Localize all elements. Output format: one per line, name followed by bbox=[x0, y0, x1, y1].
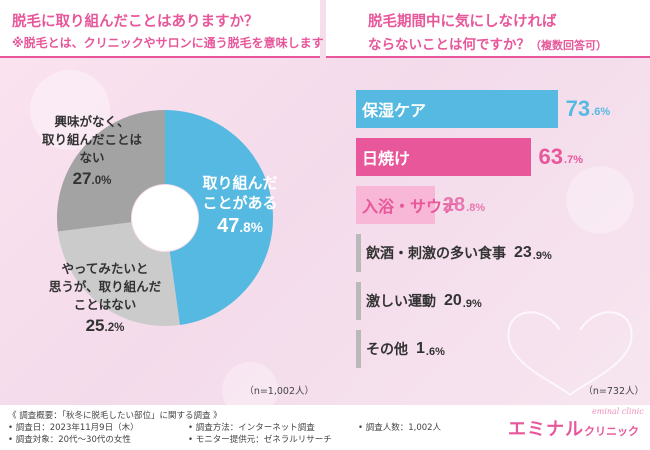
survey-method: • 調査方法：インターネット調査 bbox=[188, 423, 315, 433]
slice-not-interested bbox=[56, 110, 165, 232]
right-sample-size: （n=732人） bbox=[583, 386, 644, 397]
bar-value: 73.6% bbox=[565, 96, 611, 121]
brand-script-logo: eminal clinic bbox=[592, 407, 644, 416]
slice-label-line: ことがある bbox=[202, 194, 277, 212]
slice-interested bbox=[57, 222, 180, 327]
right-title-line2-text: ならないことは何ですか？ bbox=[368, 37, 530, 53]
bar-row-alcohol-spicy-food: 飲酒・刺激の多い食事 23.9% bbox=[356, 234, 646, 272]
bar-label: 日焼け bbox=[362, 149, 411, 168]
slice-label-line: 思うが、取り組んだ bbox=[49, 279, 162, 294]
slice-experienced bbox=[165, 110, 274, 325]
slice-value: 27.0% bbox=[73, 169, 112, 188]
slice-label-line: 取り組んだことは bbox=[42, 132, 143, 147]
bar-row-bath-sauna: 入浴・サウナ 28.8% bbox=[356, 186, 646, 224]
slice-label-line: 興味がなく、 bbox=[54, 114, 129, 129]
survey-date: • 調査日：2023年11月9日（木） bbox=[8, 423, 139, 433]
bar-value: 20.9% bbox=[444, 292, 482, 310]
left-title: 脱毛に取り組んだことはありますか？ bbox=[12, 14, 259, 30]
right-title-line2: ならないことは何ですか？（複数回答可） bbox=[368, 33, 607, 53]
footer: 《 調査概要：「秋冬に脱毛したい部位」に関する調査 》 • 調査日：2023年1… bbox=[0, 405, 650, 450]
survey-count: • 調査人数：1,002人 bbox=[358, 423, 442, 433]
slice-value: 47.8% bbox=[217, 215, 263, 237]
right-panel: 脱毛期間中に気にしなければ ならないことは何ですか？（複数回答可） 保湿ケア 73… bbox=[326, 0, 650, 405]
slice-value: 25.2% bbox=[86, 316, 125, 335]
left-note: ※脱毛とは、クリニックやサロンに通う脱毛を意味します bbox=[12, 36, 324, 50]
bar-label: 飲酒・刺激の多い食事 bbox=[366, 246, 506, 262]
slice-label-line: 取り組んだ bbox=[202, 174, 277, 192]
bar-label: その他 bbox=[366, 342, 408, 358]
bar-value: 23.9% bbox=[514, 244, 552, 262]
bar-label: 入浴・サウナ bbox=[362, 197, 459, 216]
bar-value: 28.8% bbox=[442, 193, 486, 216]
survey-provider: • モニター提供元：ゼネラルリサーチ bbox=[188, 435, 332, 445]
donut-hole bbox=[132, 185, 198, 251]
bar-marker-intense-exercise bbox=[356, 282, 361, 320]
slice-label-line: ない bbox=[79, 150, 104, 165]
right-title-box: 脱毛期間中に気にしなければ ならないことは何ですか？（複数回答可） bbox=[326, 0, 650, 58]
bar-label: 激しい運動 bbox=[366, 294, 436, 310]
bar-value: 1.6% bbox=[416, 340, 445, 358]
bar-marker-alcohol-spicy-food bbox=[356, 234, 361, 272]
brand-logo: エミナルクリニック bbox=[508, 415, 639, 441]
left-panel: 脱毛に取り組んだことはありますか？ ※脱毛とは、クリニックやサロンに通う脱毛を意… bbox=[0, 0, 324, 405]
bar-bath-sauna bbox=[356, 186, 435, 224]
bar-value: 63.7% bbox=[538, 144, 583, 169]
slice-label-line: やってみたいと bbox=[62, 261, 149, 276]
bar-label: 保湿ケア bbox=[362, 101, 427, 120]
bar-moisturizing bbox=[356, 90, 558, 128]
bar-marker-other bbox=[356, 330, 361, 368]
bar-row-moisturizing: 保湿ケア 73.6% bbox=[356, 90, 646, 128]
bar-row-other: その他 1.6% bbox=[356, 330, 646, 368]
bar-row-sunburn: 日焼け 63.7% bbox=[356, 138, 646, 176]
bar-sunburn bbox=[356, 138, 531, 176]
survey-overview: 《 調査概要：「秋冬に脱毛したい部位」に関する調査 》 bbox=[8, 411, 222, 421]
right-title-note: （複数回答可） bbox=[530, 39, 607, 52]
brand-main: エミナル bbox=[508, 419, 584, 440]
left-title-box: 脱毛に取り組んだことはありますか？ ※脱毛とは、クリニックやサロンに通う脱毛を意… bbox=[0, 0, 324, 58]
bar-row-intense-exercise: 激しい運動 20.9% bbox=[356, 282, 646, 320]
survey-target: • 調査対象：20代〜30代の女性 bbox=[8, 435, 131, 445]
slice-label-line: ことはない bbox=[74, 297, 137, 312]
right-title-line1: 脱毛期間中に気にしなければ bbox=[368, 14, 557, 30]
left-sample-size: （n=1,002人） bbox=[244, 386, 314, 397]
brand-sub: クリニック bbox=[584, 425, 639, 438]
